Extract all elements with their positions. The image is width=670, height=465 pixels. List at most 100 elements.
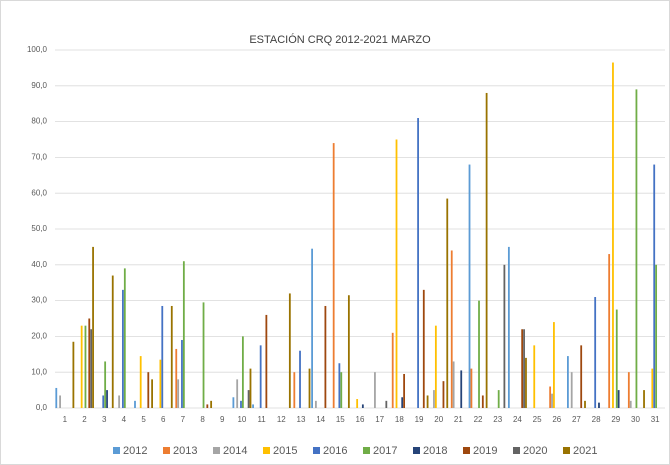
bar (433, 390, 435, 408)
bar (608, 254, 611, 408)
bar (485, 92, 488, 409)
bar (104, 361, 107, 408)
x-tick-label: 14 (316, 415, 325, 424)
bar (497, 390, 500, 408)
bar (232, 397, 235, 408)
bar (55, 387, 58, 408)
bar (332, 143, 335, 408)
bar (181, 339, 183, 408)
legend-label: 2012 (123, 445, 147, 457)
bar (123, 268, 126, 408)
x-tick-label: 19 (415, 415, 424, 424)
bar (236, 379, 239, 408)
bar (159, 359, 162, 408)
x-tick-label: 31 (651, 415, 660, 424)
bar (615, 309, 618, 408)
bar (553, 322, 555, 408)
legend-swatch (213, 447, 220, 454)
bar (102, 395, 105, 408)
x-tick-label: 30 (631, 415, 640, 424)
bar (338, 363, 341, 408)
bar (478, 300, 480, 408)
bar (533, 345, 536, 408)
legend-label: 2019 (473, 445, 497, 457)
y-tick-label: 50,0 (31, 224, 47, 233)
legend-swatch (463, 447, 470, 454)
bar (92, 246, 94, 408)
x-tick-label: 12 (277, 415, 286, 424)
bar (80, 325, 83, 408)
x-tick-label: 17 (375, 415, 384, 424)
bar (111, 275, 114, 408)
bar (594, 297, 597, 408)
bar (612, 62, 614, 408)
bar (470, 368, 473, 408)
x-tick-label: 21 (454, 415, 463, 424)
bar (202, 302, 205, 408)
bar (90, 329, 93, 408)
bar (88, 318, 91, 408)
bar (347, 295, 350, 408)
legend-swatch (363, 447, 370, 454)
bar (147, 372, 150, 408)
x-tick-label: 1 (63, 415, 68, 424)
bar (259, 345, 262, 408)
legend-label: 2021 (573, 445, 597, 457)
legend-label: 2016 (323, 445, 347, 457)
bar (106, 390, 108, 408)
y-tick-label: 20,0 (31, 332, 47, 341)
bar (241, 336, 244, 408)
bar (161, 305, 164, 408)
bar (293, 372, 296, 408)
legend-label: 2013 (173, 445, 197, 457)
bar (598, 402, 600, 408)
x-tick-label: 25 (533, 415, 542, 424)
chart-title: ESTACIÓN CRQ 2012-2021 MARZO (249, 33, 431, 46)
x-tick-label: 22 (474, 415, 483, 424)
bar (314, 400, 317, 408)
bar (177, 379, 180, 408)
bar (422, 289, 425, 408)
y-tick-label: 60,0 (31, 188, 47, 197)
bar (175, 348, 178, 408)
legend-swatch (313, 447, 320, 454)
bar (374, 372, 376, 408)
bar (450, 250, 453, 408)
x-tick-label: 5 (141, 415, 146, 424)
bar (134, 400, 136, 408)
x-tick-label: 23 (493, 415, 502, 424)
bar (653, 164, 656, 408)
bar (252, 404, 254, 408)
bar (340, 372, 343, 408)
bar (249, 368, 252, 408)
y-tick-label: 0,0 (36, 403, 48, 412)
x-tick-label: 24 (513, 415, 522, 424)
bar (385, 400, 388, 408)
x-tick-label: 13 (297, 415, 306, 424)
bar (525, 357, 527, 408)
x-tick-label: 27 (572, 415, 581, 424)
bar (247, 390, 250, 408)
bar (311, 248, 313, 408)
bar (460, 370, 463, 408)
bar (643, 390, 645, 408)
bar (507, 246, 510, 408)
x-tick-label: 20 (434, 415, 443, 424)
legend-label: 2020 (523, 445, 547, 457)
x-tick-label: 26 (552, 415, 561, 424)
bar (72, 341, 75, 408)
y-tick-label: 90,0 (31, 81, 47, 90)
bar (356, 399, 359, 408)
y-tick-label: 40,0 (31, 260, 47, 269)
x-tick-label: 3 (102, 415, 107, 424)
bar (210, 400, 213, 408)
bar (651, 368, 654, 408)
legend-swatch (113, 447, 120, 454)
y-tick-label: 100,0 (27, 45, 48, 54)
bar (627, 372, 630, 408)
y-tick-label: 80,0 (31, 117, 47, 126)
bar (570, 372, 573, 408)
y-tick-label: 10,0 (31, 367, 47, 376)
